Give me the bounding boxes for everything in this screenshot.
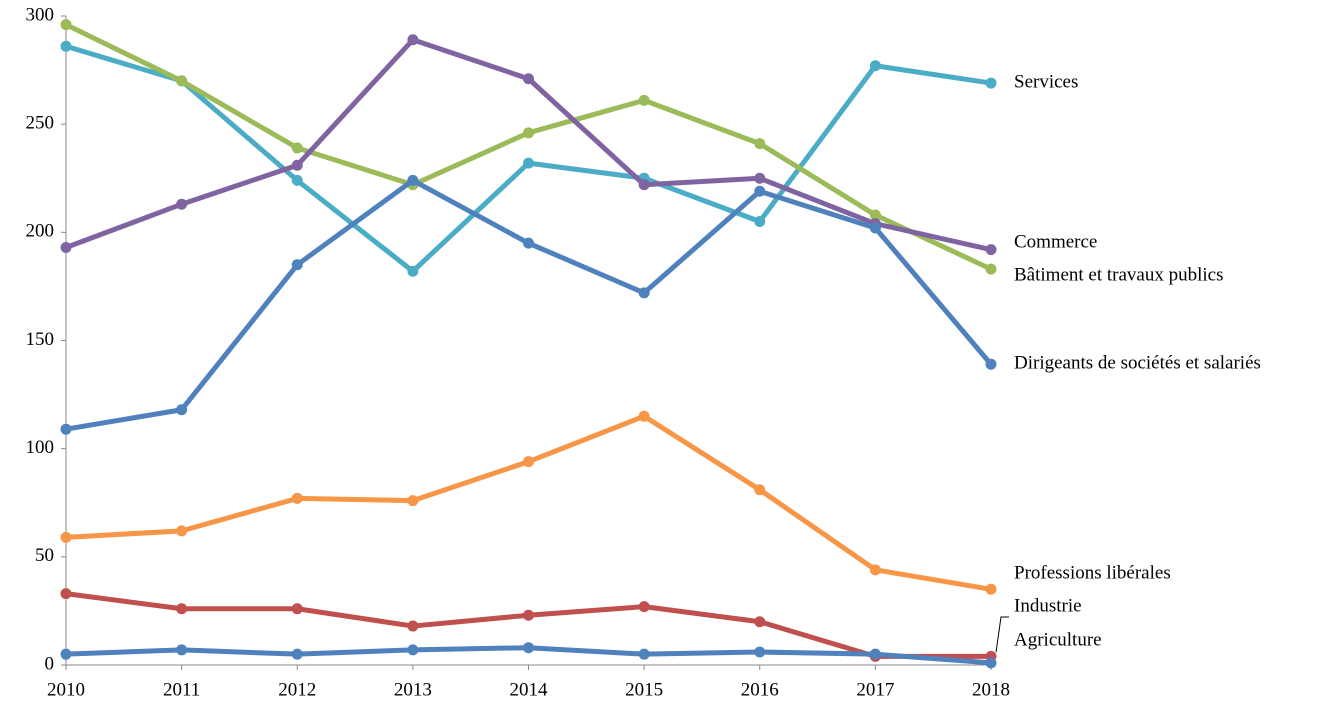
y-tick-label: 250 xyxy=(26,113,55,134)
point xyxy=(407,174,419,186)
y-tick-label: 150 xyxy=(26,329,55,350)
point xyxy=(523,73,534,85)
y-tick-label: 50 xyxy=(35,545,54,566)
x-tick-label: 2015 xyxy=(625,679,663,700)
point xyxy=(985,657,997,669)
series-label: Dirigeants de sociétés et salariés xyxy=(1014,352,1261,373)
series-line xyxy=(64,22,993,272)
point xyxy=(638,601,650,613)
series-label: Agriculture xyxy=(1014,629,1102,650)
point xyxy=(407,495,419,507)
point xyxy=(985,358,997,370)
point xyxy=(523,237,534,249)
point xyxy=(523,127,534,139)
point xyxy=(869,60,881,72)
point xyxy=(985,244,997,256)
point xyxy=(523,157,534,169)
point xyxy=(985,263,997,275)
point xyxy=(291,648,303,660)
point xyxy=(291,603,303,615)
y-tick-label: 300 xyxy=(26,4,55,25)
point xyxy=(638,179,650,191)
point xyxy=(985,77,997,89)
point xyxy=(869,209,881,221)
x-tick-label: 2012 xyxy=(278,679,316,700)
leader-line xyxy=(995,616,1009,653)
point xyxy=(407,644,419,656)
series-label: Services xyxy=(1014,71,1078,92)
point xyxy=(754,185,766,197)
x-tick-label: 2014 xyxy=(510,679,549,700)
point xyxy=(176,75,188,87)
point xyxy=(291,159,303,171)
point xyxy=(60,588,72,600)
point xyxy=(407,265,419,277)
point xyxy=(176,644,188,656)
point xyxy=(754,216,766,228)
point xyxy=(60,40,72,52)
point xyxy=(407,34,419,46)
point xyxy=(291,142,303,154)
series-label: Bâtiment et travaux publics xyxy=(1014,264,1223,285)
x-tick-label: 2010 xyxy=(47,679,85,700)
point xyxy=(754,172,766,184)
point xyxy=(291,174,303,186)
y-tick-label: 200 xyxy=(26,221,55,242)
point xyxy=(60,531,72,543)
point xyxy=(869,648,881,660)
point xyxy=(407,620,419,632)
point xyxy=(60,241,72,253)
point xyxy=(638,287,650,299)
x-tick-label: 2011 xyxy=(163,679,200,700)
point xyxy=(638,410,650,422)
series-line xyxy=(65,177,993,432)
series-label: Commerce xyxy=(1014,231,1097,252)
x-tick-label: 2017 xyxy=(856,679,894,700)
point xyxy=(523,609,534,621)
point xyxy=(638,648,650,660)
point xyxy=(638,94,650,106)
x-tick-label: 2013 xyxy=(394,679,432,700)
series-label: Industrie xyxy=(1014,595,1082,616)
point xyxy=(60,423,72,435)
point xyxy=(291,259,303,271)
point xyxy=(176,404,188,416)
point xyxy=(754,484,766,496)
x-tick-label: 2018 xyxy=(972,679,1010,700)
point xyxy=(60,19,72,31)
point xyxy=(523,456,534,468)
series-label: Professions libérales xyxy=(1014,562,1171,583)
x-tick-label: 2016 xyxy=(741,679,779,700)
y-tick-label: 0 xyxy=(45,653,55,674)
point xyxy=(176,525,188,537)
point xyxy=(523,642,534,654)
point xyxy=(176,198,188,210)
point xyxy=(291,492,303,504)
point xyxy=(985,583,997,595)
point xyxy=(869,564,881,576)
series-line xyxy=(65,413,992,592)
point xyxy=(754,646,766,658)
point xyxy=(60,648,72,660)
y-tick-label: 100 xyxy=(26,437,55,458)
point xyxy=(754,138,766,150)
point xyxy=(869,222,881,234)
point xyxy=(754,616,766,628)
point xyxy=(176,603,188,615)
